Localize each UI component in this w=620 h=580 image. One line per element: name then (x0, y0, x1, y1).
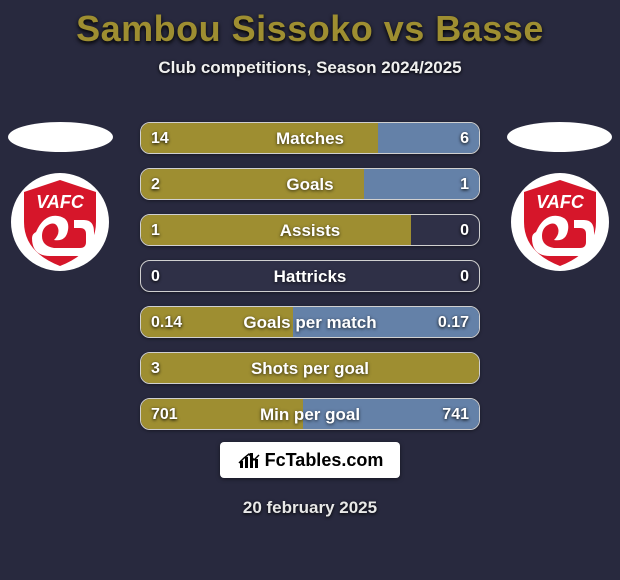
stat-row: 701741Min per goal (140, 398, 480, 430)
page-subtitle: Club competitions, Season 2024/2025 (0, 58, 620, 78)
stat-label: Matches (141, 123, 479, 154)
page-title: Sambou Sissoko vs Basse (0, 0, 620, 50)
stats-chart: 146Matches 21Goals 10Assists 00Hattricks 0.1… (140, 122, 480, 444)
club-badge-right: VAFC (510, 172, 610, 272)
player-avatar-right (507, 122, 612, 152)
stat-label: Hattricks (141, 261, 479, 292)
svg-text:VAFC: VAFC (536, 192, 585, 212)
brand-logo[interactable]: FcTables.com (220, 442, 400, 478)
comparison-card: Sambou Sissoko vs Basse Club competition… (0, 0, 620, 580)
brand-text: FcTables.com (265, 450, 384, 471)
stat-row: 3Shots per goal (140, 352, 480, 384)
stat-row: 0.140.17Goals per match (140, 306, 480, 338)
stat-label: Goals (141, 169, 479, 200)
stat-label: Assists (141, 215, 479, 246)
stat-row: 10Assists (140, 214, 480, 246)
stat-row: 146Matches (140, 122, 480, 154)
stat-label: Goals per match (141, 307, 479, 338)
stat-label: Shots per goal (141, 353, 479, 384)
stat-label: Min per goal (141, 399, 479, 430)
stat-row: 00Hattricks (140, 260, 480, 292)
footer-date: 20 february 2025 (0, 498, 620, 518)
player-avatar-left (8, 122, 113, 152)
svg-text:VAFC: VAFC (36, 192, 85, 212)
stat-row: 21Goals (140, 168, 480, 200)
chart-icon (237, 449, 261, 471)
club-badge-left: VAFC (10, 172, 110, 272)
